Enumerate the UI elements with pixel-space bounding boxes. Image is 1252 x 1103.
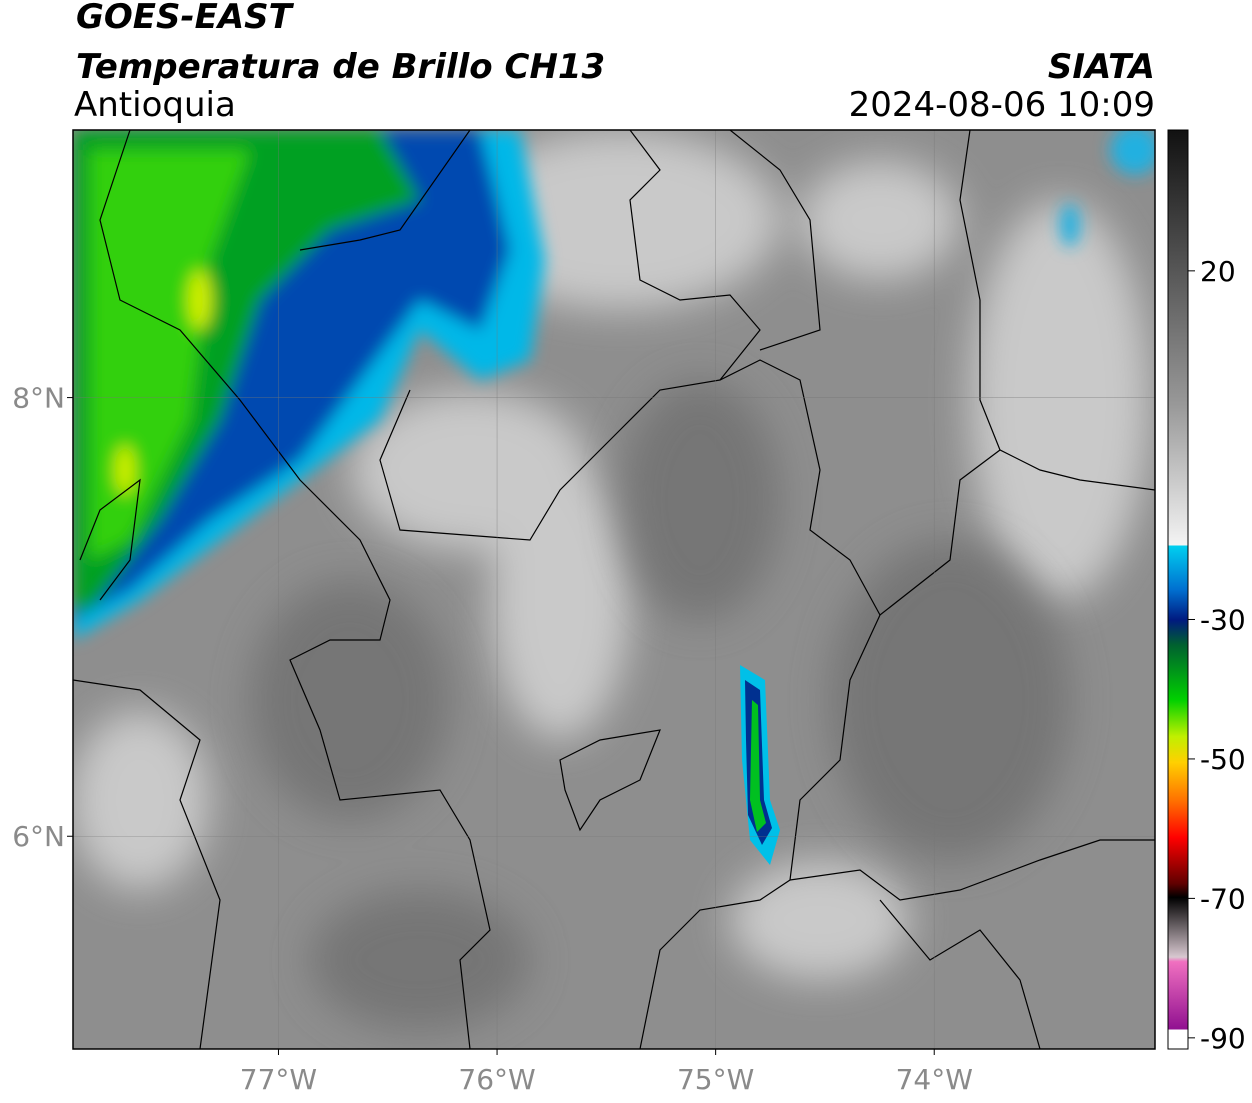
colorbar-tick-label: -50 (1200, 743, 1246, 776)
lon-tick-label: 75°W (677, 1063, 754, 1096)
map-frame (72, 129, 1156, 1050)
lat-tick-label: 8°N (12, 382, 65, 415)
colorbar (1167, 129, 1189, 1050)
region-label: Antioquia (74, 85, 236, 125)
lon-tick-label: 74°W (896, 1063, 973, 1096)
product-title: Temperatura de Brillo CH13 (76, 47, 605, 87)
colorbar-tick-label: -90 (1200, 1022, 1246, 1055)
lat-tick-label: 6°N (12, 820, 65, 853)
lon-tick-label: 76°W (458, 1063, 535, 1096)
colorbar-tick-label: 20 (1200, 255, 1236, 288)
satellite-title: GOES-EAST (76, 0, 295, 37)
colorbar-tick-label: -70 (1200, 882, 1246, 915)
satellite-image (73, 130, 1155, 1049)
source-label: SIATA (1048, 47, 1155, 87)
colorbar-tick-label: -30 (1200, 603, 1246, 636)
lon-tick-label: 77°W (240, 1063, 317, 1096)
graticule (73, 130, 1155, 1049)
datetime-label: 2024-08-06 10:09 (849, 85, 1155, 125)
